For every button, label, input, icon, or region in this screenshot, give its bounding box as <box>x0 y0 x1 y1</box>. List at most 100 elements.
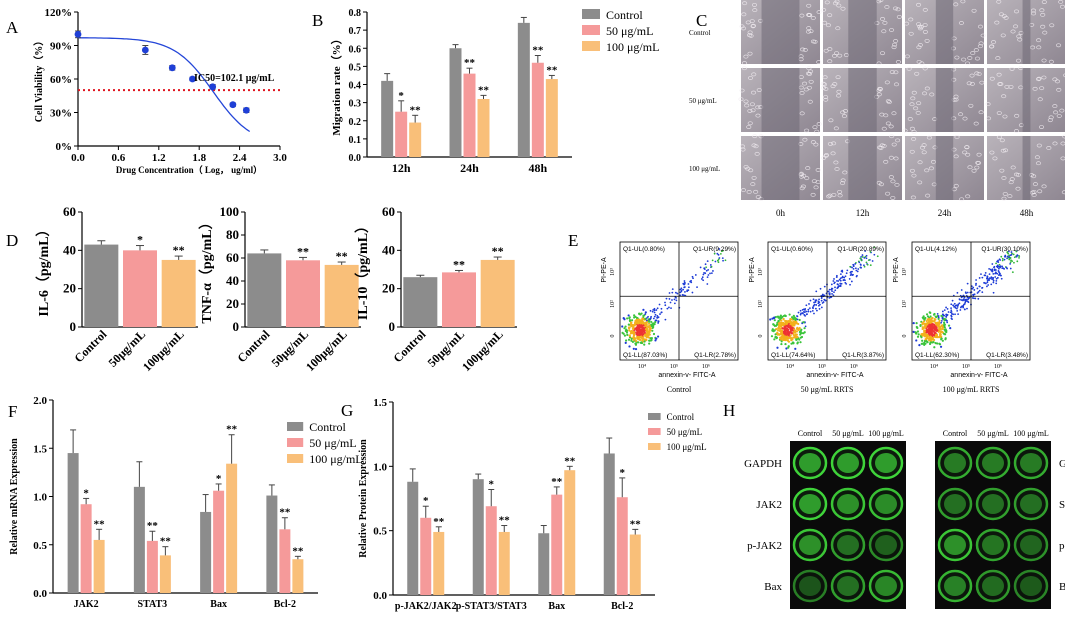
event-dot <box>939 333 942 336</box>
quadrant-lr: Q1-LR(3.87%) <box>842 352 884 359</box>
cell-mark <box>973 121 979 126</box>
event-dot <box>923 339 927 343</box>
cell-mark <box>961 57 967 62</box>
significance-mark: ** <box>546 64 558 76</box>
event-dot <box>839 282 842 285</box>
event-dot <box>633 330 636 334</box>
y-tick-label: 0.7 <box>349 26 362 37</box>
event-dot <box>962 306 965 309</box>
cell-mark <box>834 167 840 171</box>
cell-mark <box>801 173 807 178</box>
cell-mark <box>1039 86 1045 91</box>
significance-mark: * <box>620 467 626 479</box>
event-dot <box>702 273 705 276</box>
cell-mark <box>831 192 837 197</box>
event-dot <box>926 318 929 321</box>
event-dot <box>851 270 853 273</box>
blot-signal <box>837 576 859 596</box>
y-tick-label: 0 <box>389 319 396 334</box>
cell-mark <box>909 149 915 154</box>
event-dot <box>794 331 797 334</box>
y-tick-label: 20 <box>63 281 76 296</box>
cell-mark <box>747 30 753 35</box>
chart-G: 0.00.51.01.5***p-JAK2/JAK2***p-STAT3/STA… <box>358 397 707 612</box>
event-dot <box>954 306 957 309</box>
cell-mark <box>1000 33 1006 38</box>
chart-D3: 0204060Control**50μg/mL**100μg/mLIL-10（p… <box>355 204 517 374</box>
blot-signal <box>944 576 966 596</box>
cell-mark <box>896 14 902 19</box>
event-dot <box>863 265 866 268</box>
event-dot <box>631 323 634 327</box>
cell-mark <box>837 193 843 198</box>
event-dot <box>990 283 993 286</box>
event-dot <box>789 325 792 328</box>
event-dot <box>791 338 794 341</box>
event-dot <box>657 322 660 324</box>
event-dot <box>724 259 727 262</box>
event-dot <box>1001 257 1004 260</box>
event-dot <box>991 268 994 271</box>
event-dot <box>960 305 963 308</box>
event-dot <box>638 338 641 341</box>
event-dot <box>770 335 774 338</box>
event-dot <box>707 268 710 271</box>
cell-mark <box>805 29 812 34</box>
event-dot <box>694 274 697 276</box>
cell-mark <box>890 179 896 184</box>
y-tick-label: 80 <box>226 227 239 242</box>
event-dot <box>791 323 795 326</box>
cell-mark <box>1031 193 1037 197</box>
event-dot <box>784 319 787 323</box>
event-dot <box>652 317 655 320</box>
chart-D2: 020406080100Control**50μg/mL**100μg/mLTN… <box>199 204 361 374</box>
y-tick-label: 2.0 <box>33 395 47 407</box>
event-dot <box>779 324 783 327</box>
cell-mark <box>746 190 752 194</box>
event-dot <box>873 253 876 256</box>
event-dot <box>834 286 836 289</box>
legend-entry: 50 μg/mL <box>309 436 356 450</box>
event-dot <box>929 311 932 314</box>
cell-mark <box>743 54 749 59</box>
event-dot <box>790 329 793 332</box>
blot-row-label: p-JAK2 <box>747 540 782 552</box>
cell-mark <box>1010 29 1016 34</box>
event-dot <box>808 307 811 310</box>
event-dot <box>923 343 926 347</box>
event-dot <box>643 343 646 346</box>
event-dot <box>827 290 830 293</box>
cell-mark <box>753 144 759 149</box>
event-dot <box>998 272 1001 275</box>
blot-well <box>1013 569 1049 603</box>
event-dot <box>962 299 964 302</box>
event-dot <box>625 331 629 334</box>
event-dot <box>794 322 797 325</box>
significance-mark: ** <box>532 45 544 57</box>
cell-mark <box>878 0 884 3</box>
event-dot <box>641 337 644 340</box>
event-dot <box>950 307 952 310</box>
cell-mark <box>824 0 830 5</box>
event-dot <box>833 291 835 293</box>
event-dot <box>938 321 941 324</box>
event-dot <box>653 309 656 312</box>
event-dot <box>945 313 948 316</box>
data-point <box>141 46 149 54</box>
event-dot <box>995 282 998 285</box>
cell-mark <box>908 17 914 22</box>
cell-mark <box>749 102 755 107</box>
event-dot <box>639 341 642 344</box>
event-dot <box>691 275 694 278</box>
legend-swatch <box>648 443 661 450</box>
event-dot <box>831 287 834 290</box>
category-label: Bcl-2 <box>611 601 633 612</box>
event-dot <box>799 309 802 312</box>
cell-mark <box>888 175 894 180</box>
event-dot <box>831 290 833 292</box>
event-dot <box>652 332 656 336</box>
event-dot <box>648 320 651 323</box>
bar <box>395 111 408 157</box>
event-dot <box>784 326 787 329</box>
wound-gap <box>1022 68 1031 132</box>
